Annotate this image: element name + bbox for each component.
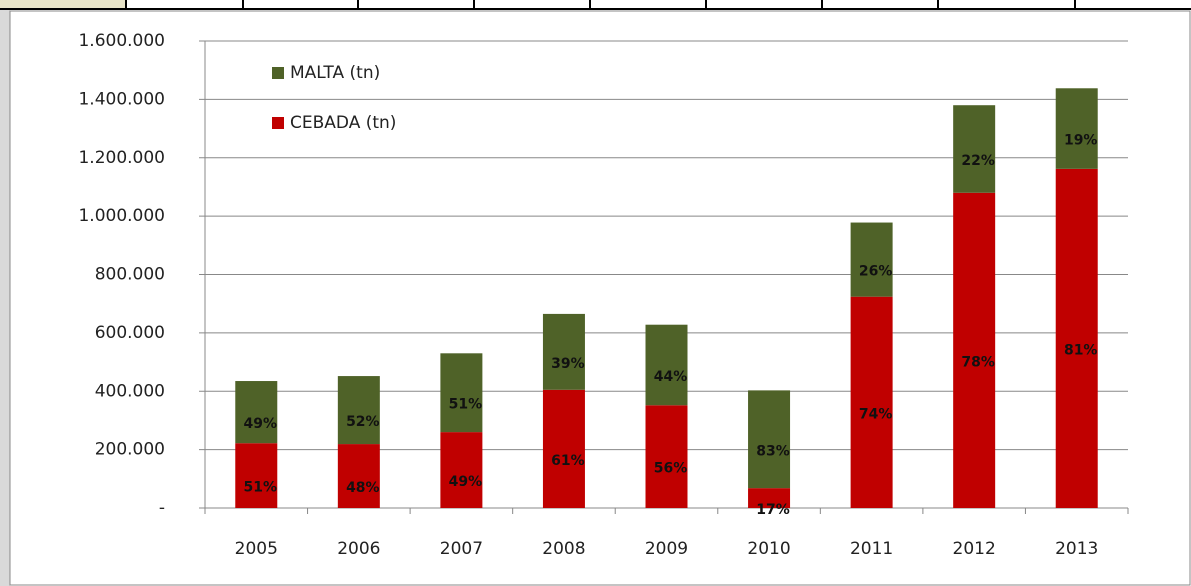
bar-segment — [337, 376, 380, 445]
x-tick-label: 2009 — [645, 539, 688, 559]
legend-label: CEBADA (tn) — [290, 113, 396, 133]
y-tick-label: 800.000 — [95, 265, 165, 285]
chart-area — [9, 10, 1191, 586]
bar-segment — [850, 296, 893, 508]
bar-segment — [1055, 88, 1098, 169]
legend-swatch — [272, 117, 284, 129]
bar-segment — [748, 390, 791, 489]
bar-segment — [645, 405, 688, 508]
percent-label: 78% — [961, 354, 995, 370]
percent-label: 81% — [1064, 342, 1098, 358]
percent-label: 52% — [346, 414, 380, 430]
bar-segment — [337, 444, 380, 508]
legend-swatch — [272, 67, 284, 79]
bar-segment — [953, 192, 996, 508]
y-tick-label: - — [159, 498, 165, 518]
percent-label: 39% — [551, 356, 585, 372]
x-tick-label: 2008 — [542, 539, 585, 559]
x-tick-label: 2007 — [440, 539, 483, 559]
x-tick-label: 2011 — [850, 539, 893, 559]
x-tick-label: 2013 — [1055, 539, 1098, 559]
y-tick-label: 600.000 — [95, 323, 165, 343]
percent-label: 51% — [244, 480, 278, 496]
y-tick-label: 1.200.000 — [78, 148, 165, 168]
bar-segment — [645, 324, 688, 406]
y-tick-label: 1.600.000 — [78, 31, 165, 51]
y-tick-label: 200.000 — [95, 440, 165, 460]
percent-label: 49% — [244, 416, 278, 432]
y-tick-label: 1.000.000 — [78, 206, 165, 226]
bar-segment — [440, 353, 483, 433]
sheet-grid — [0, 0, 1191, 10]
percent-label: 22% — [961, 153, 995, 169]
percent-label: 61% — [551, 453, 585, 469]
chart-frame-edge — [0, 10, 10, 586]
percent-label: 83% — [756, 443, 790, 459]
bar-segment — [748, 488, 791, 508]
percent-label: 51% — [449, 397, 483, 413]
percent-label: 49% — [449, 474, 483, 490]
percent-label: 17% — [756, 502, 790, 518]
y-tick-label: 400.000 — [95, 381, 165, 401]
x-tick-label: 2010 — [747, 539, 790, 559]
legend-label: MALTA (tn) — [290, 63, 380, 83]
bar-segment — [542, 313, 585, 390]
x-tick-label: 2012 — [953, 539, 996, 559]
percent-label: 44% — [654, 369, 688, 385]
bar-segment — [1055, 168, 1098, 508]
bar-segment — [953, 105, 996, 193]
bar-segment — [542, 389, 585, 508]
bar-segment — [235, 443, 278, 508]
percent-label: 48% — [346, 480, 380, 496]
percent-label: 26% — [859, 264, 893, 280]
x-tick-label: 2006 — [337, 539, 380, 559]
x-tick-label: 2005 — [235, 539, 278, 559]
percent-label: 74% — [859, 406, 893, 422]
bar-segment — [850, 222, 893, 297]
percent-label: 56% — [654, 461, 688, 477]
bar-segment — [235, 381, 278, 444]
percent-label: 19% — [1064, 133, 1098, 149]
y-tick-label: 1.400.000 — [78, 89, 165, 109]
bar-segment — [440, 432, 483, 508]
sheet-cell-header — [0, 0, 126, 10]
sheet-row — [0, 0, 1191, 10]
